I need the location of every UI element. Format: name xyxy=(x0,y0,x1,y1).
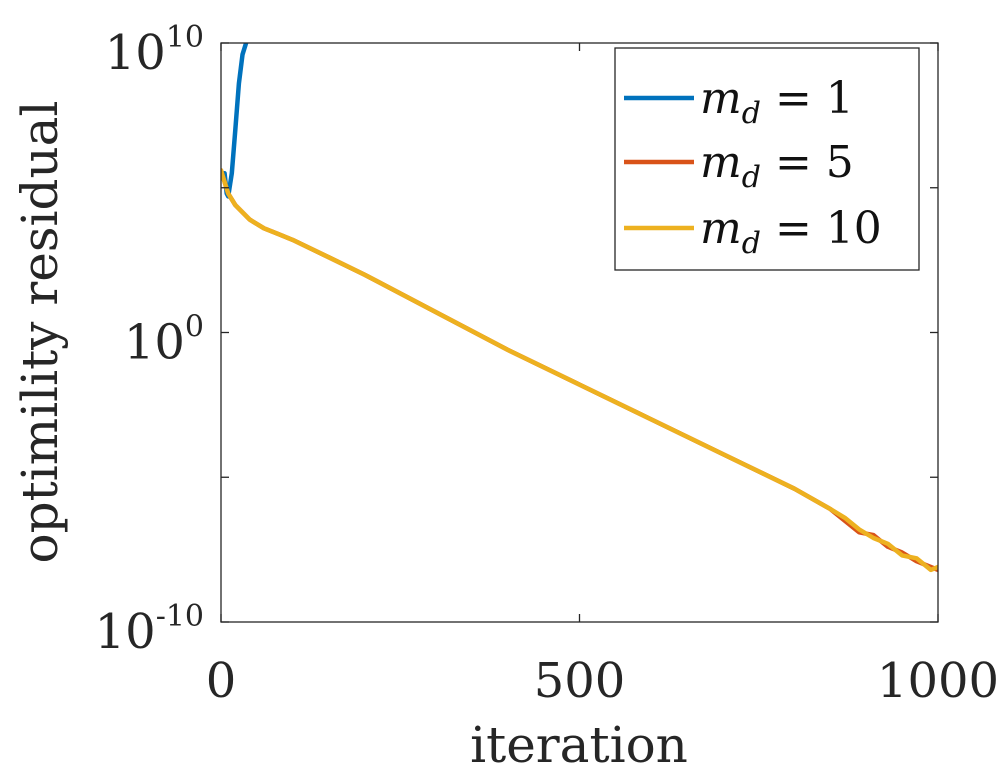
x-axis-title: iteration xyxy=(470,716,688,774)
x-tick-label: 500 xyxy=(534,653,626,709)
legend-box xyxy=(614,47,920,271)
series-line-3 xyxy=(221,168,938,573)
y-axis-title: optimility residual xyxy=(11,101,69,564)
legend-label-3: md = 10 xyxy=(700,203,882,261)
x-tick-label: 1000 xyxy=(877,653,997,709)
legend: md = 1 md = 5 md = 10 xyxy=(614,47,920,271)
y-tick-label: 1010 xyxy=(105,20,204,81)
legend-label-2: md = 5 xyxy=(700,137,854,195)
y-tick-label: 10-10 xyxy=(95,599,204,660)
x-tick-label: 0 xyxy=(206,653,237,709)
y-tick-label: 100 xyxy=(124,310,204,371)
legend-label-1: md = 1 xyxy=(700,73,854,131)
